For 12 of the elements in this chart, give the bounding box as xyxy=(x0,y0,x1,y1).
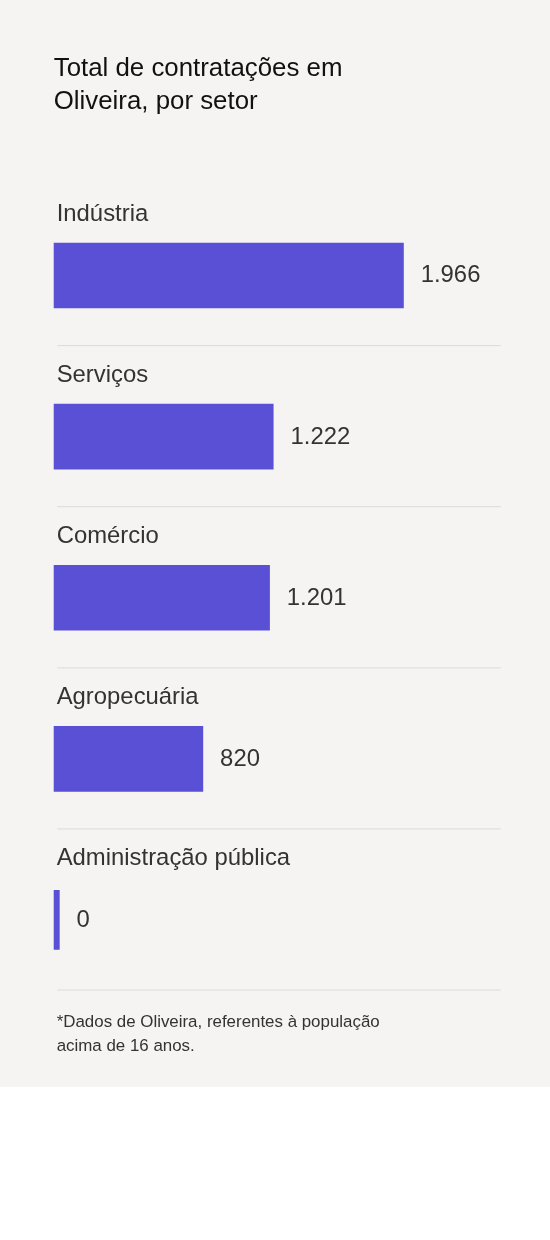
text: *Dados de Oliveira, referentes à população acima de 16 anos. xyxy=(56,1012,380,1056)
chart-title: Total de contratações em Oliveira, por setor xyxy=(53,52,343,115)
y-tick-label: Administração pública xyxy=(56,843,291,871)
data-label: 1.201 xyxy=(286,582,347,610)
y-tick-label: Agropecuária xyxy=(56,682,200,710)
y-tick-label: Comércio xyxy=(56,521,159,548)
data-label: 0 xyxy=(76,904,90,932)
y-tick-label: Indústria xyxy=(56,198,149,226)
data-label: 820 xyxy=(220,743,260,771)
data-label: 1.222 xyxy=(290,421,351,449)
y-tick-label: Serviços xyxy=(56,359,149,387)
data-label: 1.966 xyxy=(420,260,481,288)
